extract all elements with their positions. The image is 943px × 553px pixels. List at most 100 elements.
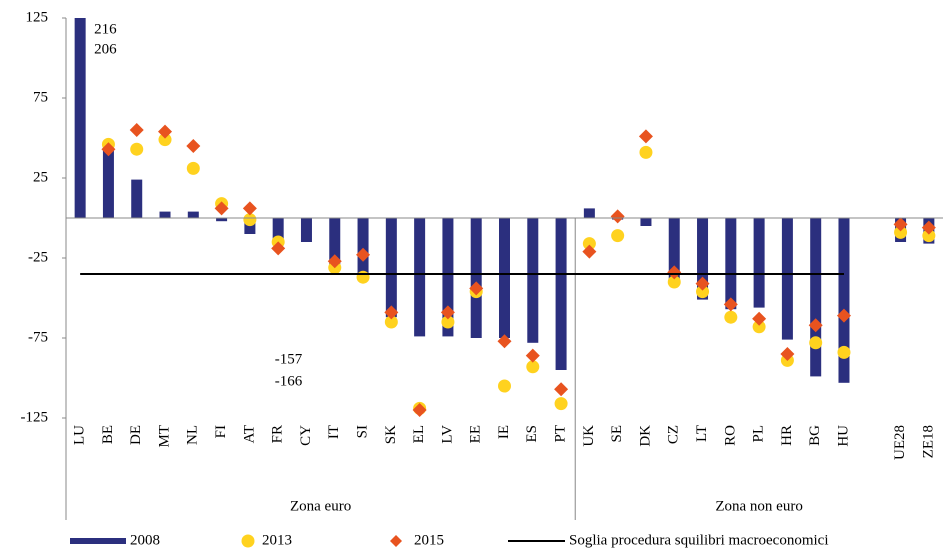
marker-circle: [696, 285, 710, 299]
x-tick-label: NL: [185, 425, 201, 445]
y-tick-label: 75: [33, 89, 48, 105]
group-label: Zona euro: [290, 498, 351, 514]
marker-diamond: [299, 477, 313, 491]
marker-diamond: [667, 265, 682, 280]
x-tick-label: ZE18: [920, 425, 936, 458]
x-tick-label: FR: [270, 425, 286, 443]
x-tick-label: LV: [439, 425, 455, 444]
plot-area: [74, 18, 936, 491]
marker-diamond: [723, 297, 738, 312]
bar: [216, 218, 228, 222]
x-tick-label: AT: [241, 425, 257, 443]
x-tick-label: HR: [779, 425, 795, 446]
marker-circle: [356, 270, 370, 284]
legend-swatch: [390, 535, 402, 547]
marker-diamond: [695, 276, 710, 291]
data-label: -157: [275, 351, 303, 367]
bar: [329, 218, 341, 265]
x-tick-label: SK: [383, 425, 399, 444]
marker-circle: [243, 213, 257, 227]
marker-circle: [582, 237, 596, 251]
bar: [102, 147, 114, 218]
x-tick-label: LT: [694, 425, 710, 442]
marker-circle: [526, 360, 540, 374]
legend-label: 2015: [414, 532, 444, 548]
bar: [131, 179, 143, 218]
legend-label: 2008: [130, 532, 160, 548]
legend-swatch: [241, 534, 255, 548]
y-tick-label: -25: [28, 249, 48, 265]
marker-diamond: [214, 201, 229, 216]
marker-circle: [837, 345, 851, 359]
marker-circle: [639, 145, 653, 159]
bar: [810, 218, 822, 377]
bar: [499, 218, 510, 338]
marker-circle: [922, 229, 936, 243]
marker-circle: [724, 310, 738, 324]
bar: [187, 211, 199, 218]
marker-diamond: [893, 217, 908, 232]
data-label: 216: [94, 21, 117, 37]
x-tick-label: CY: [298, 425, 314, 446]
bar: [74, 18, 86, 218]
x-tick-label: BE: [100, 425, 116, 444]
x-tick-label: LU: [72, 425, 88, 445]
legend-swatch: [70, 538, 126, 544]
x-tick-label: IE: [496, 425, 512, 439]
x-tick-label: ES: [524, 425, 540, 443]
y-tick-label: -125: [21, 409, 49, 425]
bar: [668, 218, 680, 281]
marker-diamond: [440, 305, 455, 320]
bar: [838, 218, 850, 383]
bar: [583, 208, 595, 218]
marker-circle: [158, 133, 172, 147]
marker-circle: [498, 379, 511, 393]
marker-circle: [130, 142, 144, 156]
x-tick-label: DK: [637, 425, 653, 447]
marker-diamond: [752, 311, 767, 326]
marker-diamond: [158, 124, 173, 139]
marker-diamond: [921, 220, 936, 235]
marker-circle: [611, 229, 625, 243]
marker-diamond: [412, 403, 427, 417]
bar: [385, 218, 397, 318]
legend-label: 2013: [262, 532, 292, 548]
bar: [697, 218, 709, 300]
group-label: Zona non euro: [715, 498, 802, 514]
marker-diamond: [469, 281, 484, 296]
x-tick-label: PL: [751, 425, 767, 443]
marker-diamond: [271, 241, 286, 256]
marker-diamond: [327, 254, 342, 269]
x-tick-label: HU: [835, 425, 851, 447]
marker-diamond: [808, 318, 823, 333]
x-tick-label: FI: [213, 425, 229, 438]
marker-diamond: [525, 348, 540, 363]
bar: [300, 218, 312, 242]
bar: [725, 218, 737, 310]
bar: [272, 218, 284, 239]
y-tick-label: -75: [28, 329, 48, 345]
marker-circle: [384, 315, 398, 329]
x-tick-label: BG: [807, 425, 823, 446]
marker-diamond: [101, 142, 116, 157]
x-tick-label: SE: [609, 425, 625, 443]
marker-diamond: [554, 382, 569, 397]
x-tick-label: UK: [581, 425, 597, 447]
marker-circle: [894, 225, 908, 239]
marker-circle: [186, 161, 200, 175]
x-tick-label: SI: [354, 425, 370, 438]
marker-diamond: [242, 201, 257, 216]
x-tick-label: IT: [326, 425, 342, 439]
bar: [414, 218, 426, 337]
bar: [753, 218, 765, 308]
data-label: -166: [275, 373, 303, 389]
marker-circle: [300, 463, 313, 476]
data-label: 206: [94, 41, 117, 57]
bar: [527, 218, 539, 343]
x-tick-label: EL: [411, 425, 427, 443]
bar: [640, 218, 652, 226]
x-tick-label: UE28: [892, 425, 908, 460]
x-tick-label: CZ: [666, 425, 682, 444]
y-tick-label: 25: [33, 169, 48, 185]
